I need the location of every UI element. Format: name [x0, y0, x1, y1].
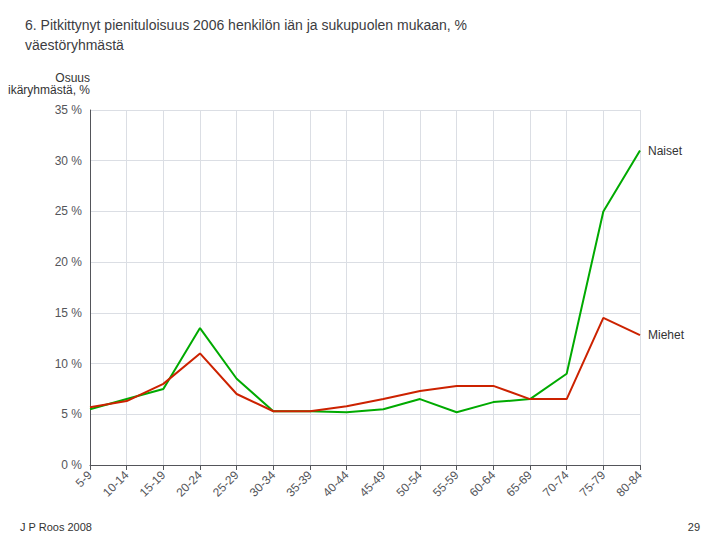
- svg-text:5 %: 5 %: [61, 407, 82, 421]
- svg-text:20 %: 20 %: [55, 255, 83, 269]
- svg-text:0 %: 0 %: [61, 458, 82, 472]
- svg-text:35-39: 35-39: [283, 468, 315, 500]
- svg-text:45-49: 45-49: [357, 468, 389, 500]
- svg-text:80-84: 80-84: [613, 468, 645, 500]
- svg-text:40-44: 40-44: [320, 468, 352, 500]
- svg-text:ikäryhmästä, %: ikäryhmästä, %: [8, 83, 90, 97]
- svg-text:75-79: 75-79: [577, 468, 609, 500]
- svg-text:Osuus: Osuus: [55, 71, 90, 85]
- svg-text:35 %: 35 %: [55, 103, 83, 117]
- svg-text:6. Pitkittynyt pienituloisuus: 6. Pitkittynyt pienituloisuus 2006 henki…: [25, 17, 467, 33]
- svg-text:5-9: 5-9: [73, 468, 95, 490]
- svg-text:25 %: 25 %: [55, 204, 83, 218]
- svg-text:30-34: 30-34: [247, 468, 279, 500]
- svg-text:10-14: 10-14: [100, 468, 132, 500]
- svg-text:55-59: 55-59: [430, 468, 462, 500]
- svg-text:70-74: 70-74: [540, 468, 572, 500]
- svg-text:Naiset: Naiset: [648, 144, 683, 158]
- svg-text:29: 29: [688, 521, 700, 533]
- svg-text:10 %: 10 %: [55, 357, 83, 371]
- svg-text:65-69: 65-69: [503, 468, 535, 500]
- svg-text:Miehet: Miehet: [648, 328, 685, 342]
- svg-text:15-19: 15-19: [137, 468, 169, 500]
- svg-text:J P Roos 2008: J P Roos 2008: [20, 521, 92, 533]
- svg-text:25-29: 25-29: [210, 468, 242, 500]
- svg-text:väestöryhmästä: väestöryhmästä: [25, 37, 124, 53]
- svg-text:50-54: 50-54: [393, 468, 425, 500]
- svg-text:15 %: 15 %: [55, 306, 83, 320]
- svg-text:20-24: 20-24: [173, 468, 205, 500]
- svg-text:60-64: 60-64: [467, 468, 499, 500]
- svg-text:30 %: 30 %: [55, 154, 83, 168]
